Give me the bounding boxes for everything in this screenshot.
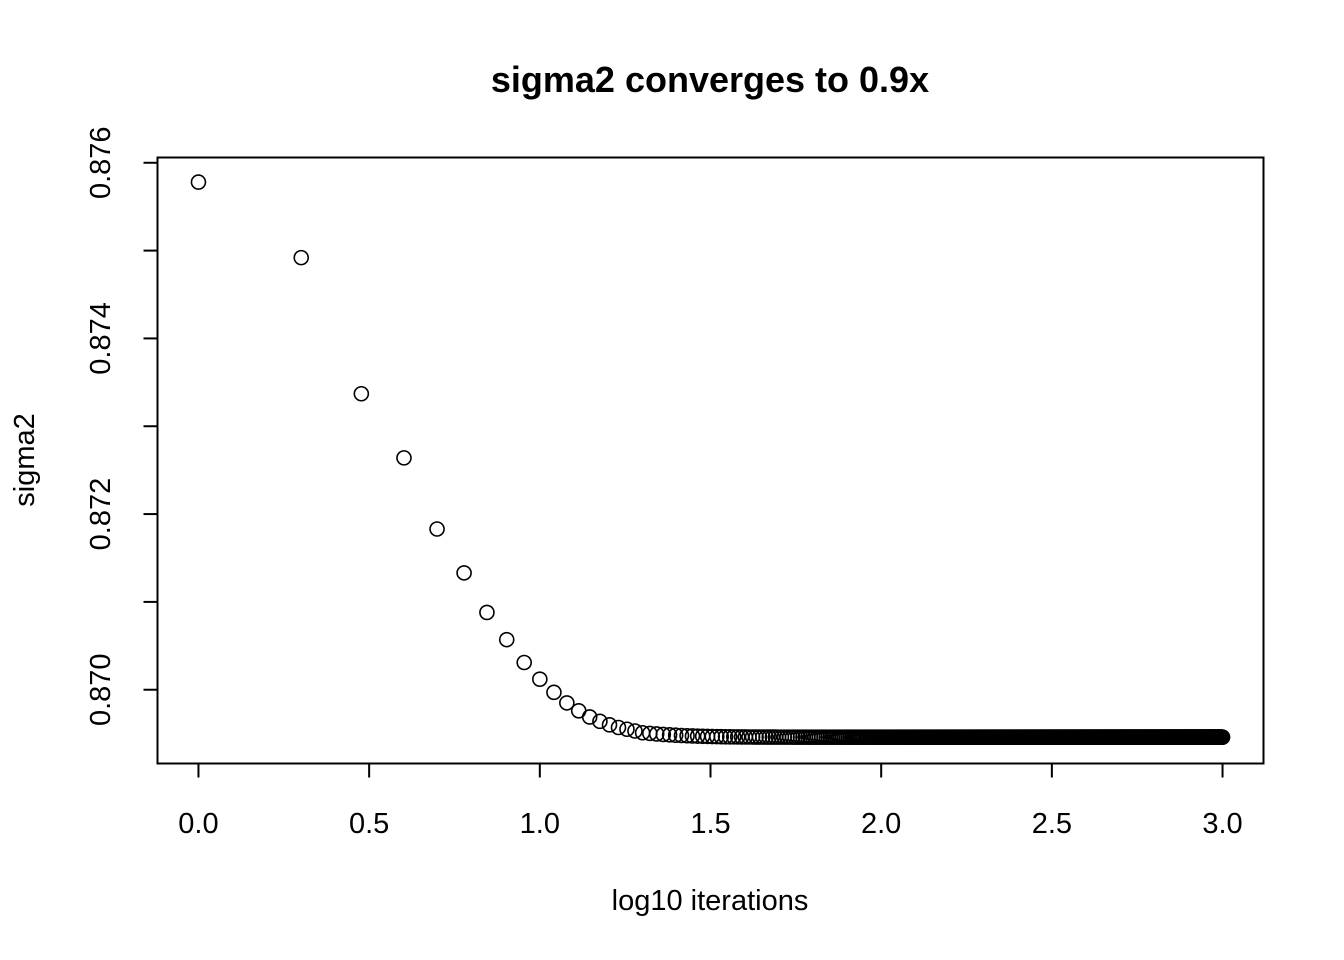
data-point: [293, 249, 310, 266]
data-point: [729, 729, 746, 745]
plot-frame: [156, 156, 1265, 765]
data-point: [479, 604, 495, 621]
y-axis: 0.870 0.872 0.874 0.876: [85, 126, 159, 726]
data-point: [648, 726, 665, 742]
data-point: [661, 727, 678, 743]
y-tick-label: 0.874: [85, 302, 117, 375]
x-tick-label: 1.5: [690, 808, 730, 840]
y-tick-label: 0.872: [85, 478, 117, 551]
x-tick-label: 2.0: [861, 808, 901, 840]
data-point: [619, 721, 635, 738]
data-point: [684, 728, 701, 744]
data-point: [581, 709, 598, 725]
data-point: [592, 713, 608, 730]
data-point: [725, 729, 742, 745]
data-point: [679, 727, 695, 744]
x-tick-label: 1.0: [520, 808, 560, 840]
data-point: [627, 723, 643, 739]
data-point: [655, 726, 672, 743]
x-axis: 0.0 0.5 1.0 1.5 2.0 2.5 3.0: [178, 762, 1243, 840]
data-point: [559, 695, 575, 711]
x-axis-title: log10 iterations: [612, 885, 809, 917]
data-point: [721, 729, 738, 745]
data-point: [1214, 729, 1231, 745]
x-tick-label: 2.5: [1032, 808, 1072, 840]
data-point: [667, 727, 684, 744]
y-tick-label: 0.876: [85, 126, 117, 199]
data-point: [429, 521, 445, 537]
data-point: [516, 654, 533, 671]
chart-title: sigma2 converges to 0.9x: [491, 59, 929, 100]
x-tick-label: 3.0: [1202, 808, 1242, 840]
x-tick-label: 0.5: [349, 808, 389, 840]
data-point: [456, 565, 472, 581]
data-point: [353, 385, 370, 402]
data-point: [713, 728, 730, 745]
x-tick-label: 0.0: [178, 808, 218, 840]
y-axis-title: sigma2: [9, 413, 41, 507]
data-point: [709, 728, 725, 745]
data-point: [673, 727, 690, 744]
data-point: [396, 450, 412, 466]
data-point: [190, 174, 207, 190]
data-point: [532, 671, 548, 687]
data-point: [610, 719, 627, 736]
data-point: [546, 684, 562, 701]
data-point: [601, 717, 618, 733]
y-tick-label: 0.870: [85, 653, 117, 726]
data-points: [190, 174, 1231, 745]
data-point: [717, 728, 734, 745]
data-point: [498, 631, 515, 648]
